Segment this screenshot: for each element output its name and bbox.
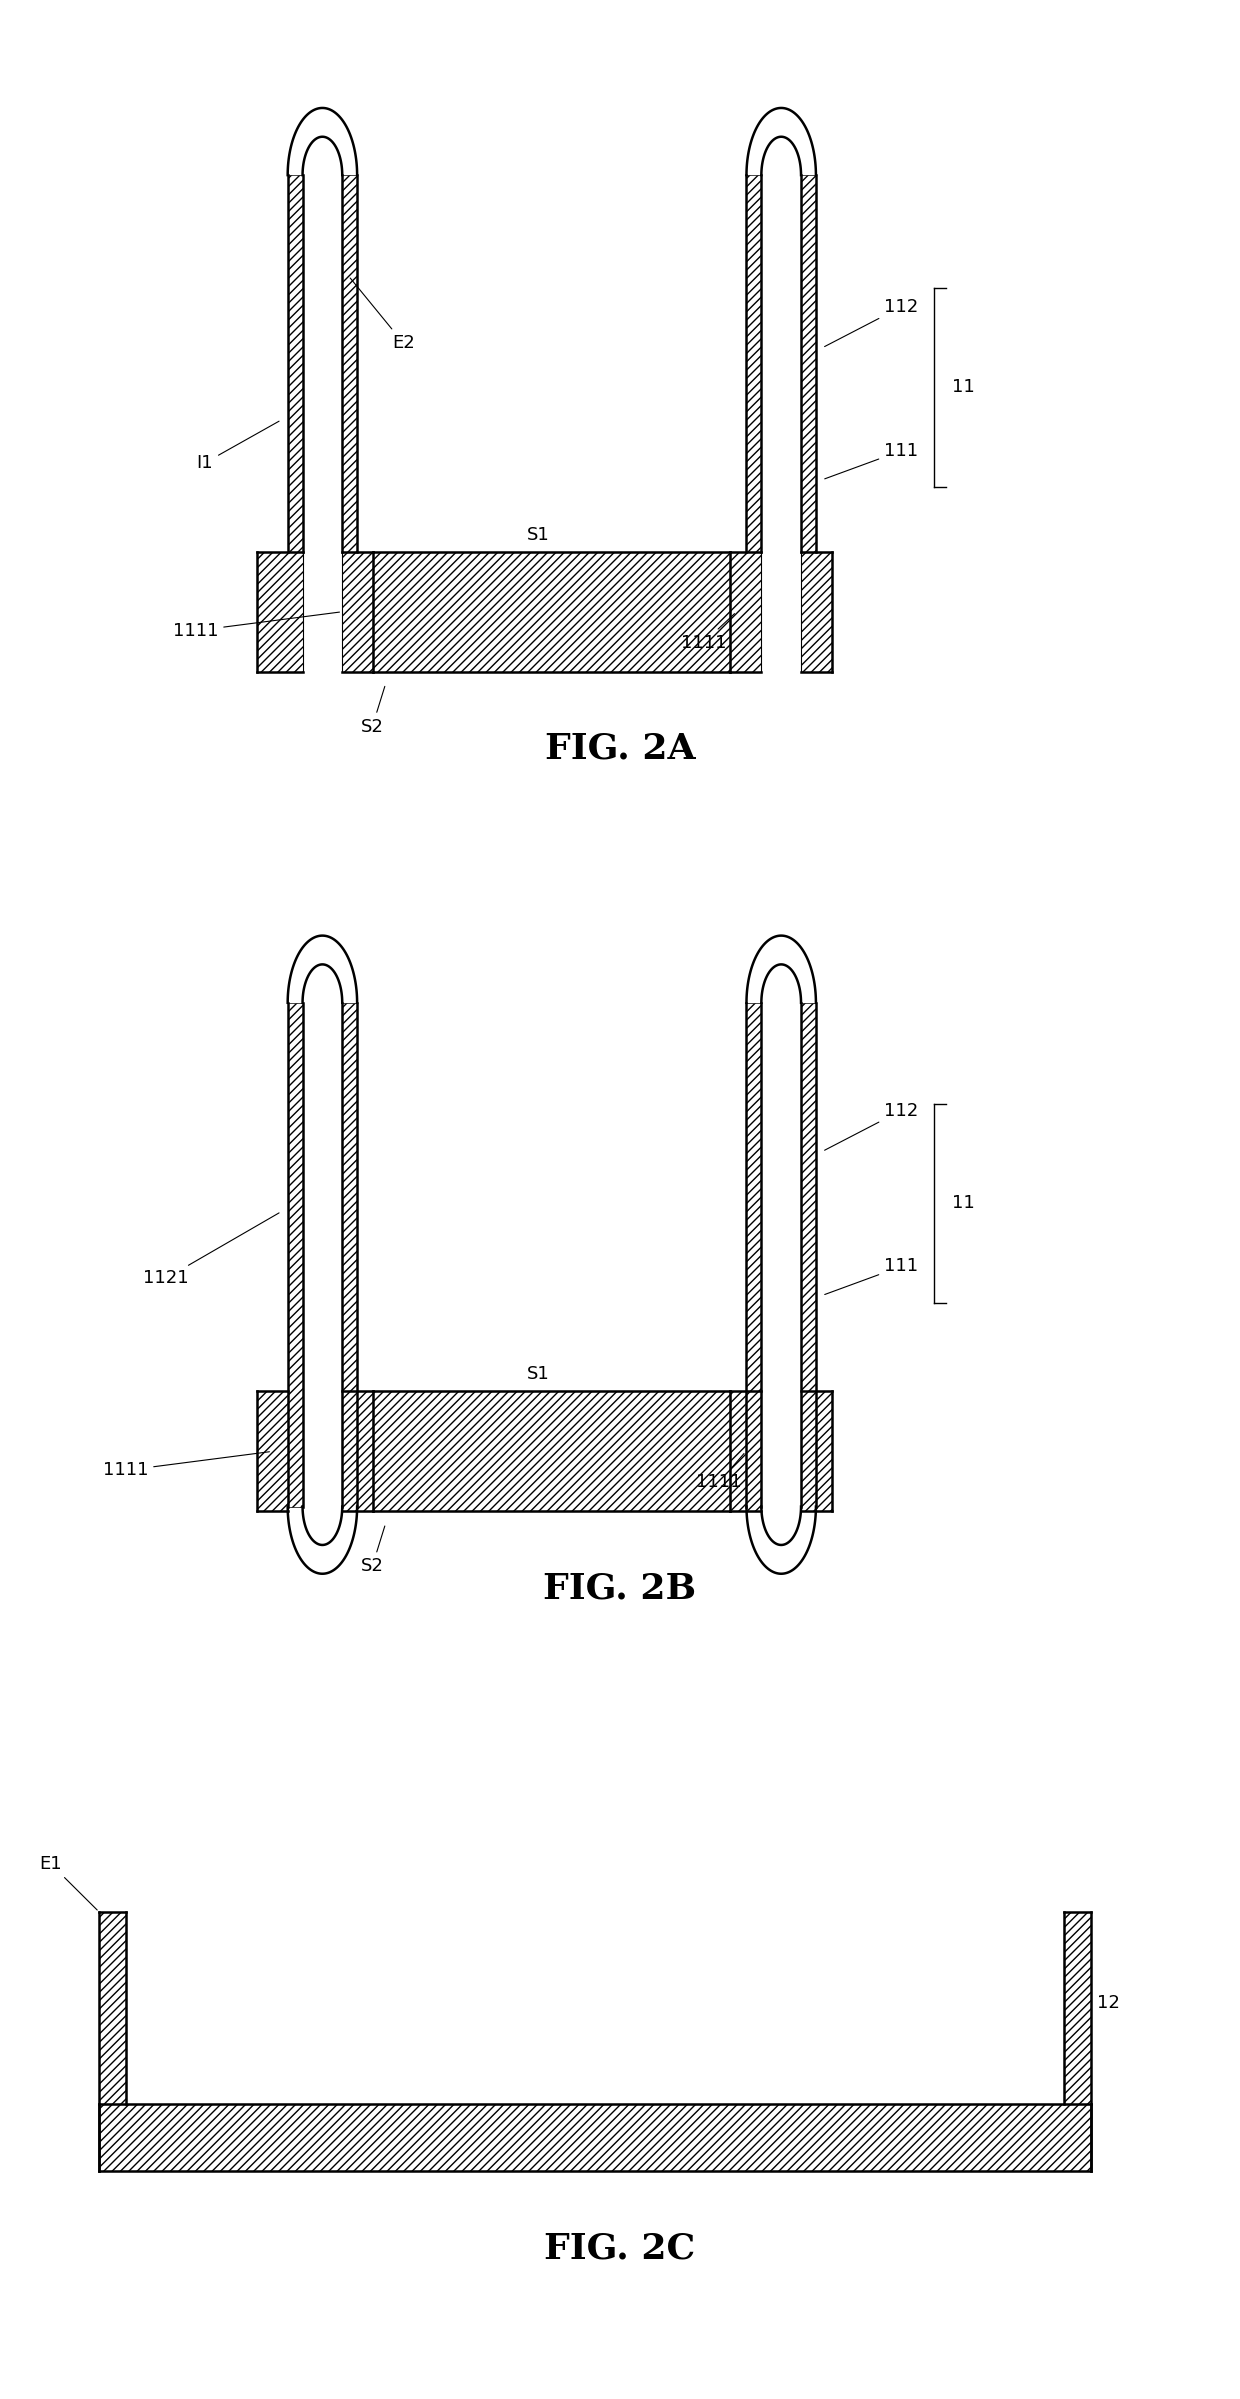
Bar [801,1003,816,1507]
Text: 111: 111 [825,1257,919,1295]
Bar [342,552,373,672]
Text: 111: 111 [825,441,919,480]
Text: S2: S2 [361,1526,384,1576]
Text: S2: S2 [361,686,384,736]
Text: S1: S1 [527,525,549,545]
Text: FIG. 2B: FIG. 2B [543,1571,697,1605]
Text: 1111: 1111 [103,1451,269,1480]
Bar [373,552,730,672]
Text: 1121: 1121 [143,1214,279,1288]
Text: 112: 112 [825,1101,919,1149]
Bar [288,1003,303,1507]
Text: FIG. 2A: FIG. 2A [544,732,696,765]
Bar [257,552,303,672]
Bar [730,1391,761,1511]
Bar [373,1391,730,1511]
Bar [746,1003,761,1507]
Text: I1: I1 [197,422,279,473]
Bar [801,175,816,552]
Bar [99,1912,126,2104]
Bar [342,175,357,552]
Bar [257,1391,288,1511]
Bar [801,1391,832,1511]
Bar [342,1391,373,1511]
Bar [342,1003,357,1507]
Text: S1: S1 [527,1365,549,1384]
Text: 1111: 1111 [172,612,340,641]
Bar [99,2104,1091,2171]
Text: 1111: 1111 [681,614,734,653]
Bar [746,175,761,552]
Text: E2: E2 [350,278,414,353]
Text: 1111: 1111 [697,1454,744,1492]
Bar [730,552,761,672]
Bar [288,175,303,552]
Text: 11: 11 [952,1195,975,1211]
Bar [801,552,832,672]
Bar [1064,1912,1091,2104]
Text: E1: E1 [40,1854,97,1910]
Text: 112: 112 [825,297,919,345]
Text: 11: 11 [952,379,975,396]
Text: FIG. 2C: FIG. 2C [544,2231,696,2265]
Text: 12: 12 [1097,1994,1120,2013]
